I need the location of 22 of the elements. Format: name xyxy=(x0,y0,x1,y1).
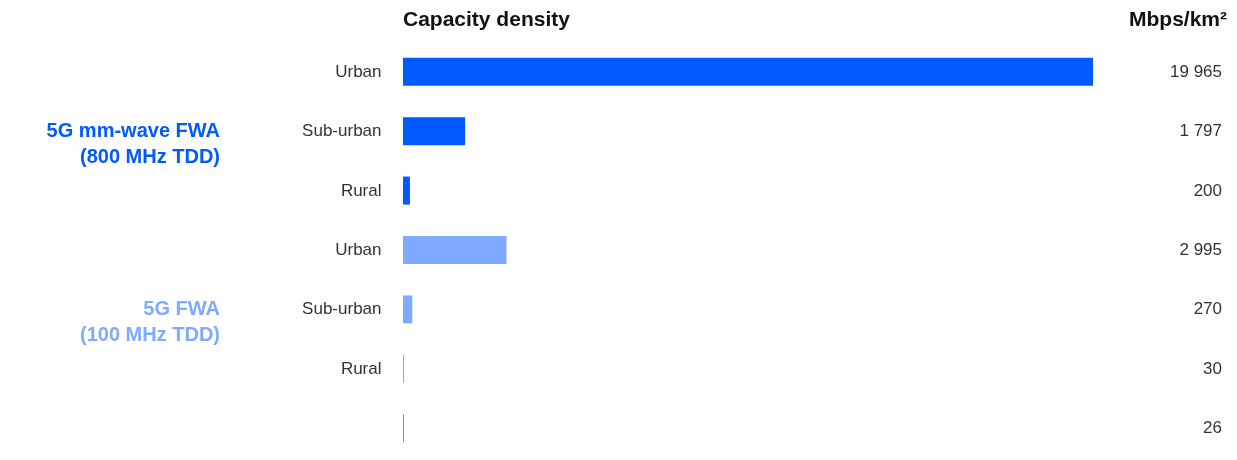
data-label: 1 797 xyxy=(1179,121,1222,141)
bar xyxy=(403,236,507,264)
text: 5G FWA (100 MHz TDD) xyxy=(79,297,220,346)
data-label: 26 xyxy=(1203,418,1222,438)
chart-title: Capacity density xyxy=(403,7,571,30)
data-label: 2 995 xyxy=(1179,240,1222,259)
data-label: 200 xyxy=(1193,180,1222,200)
bar xyxy=(403,176,410,205)
x-axis-title: Mbps/km² xyxy=(1128,7,1227,30)
data-label: 30 xyxy=(1203,358,1222,378)
y-tick-label: Sub-urban xyxy=(302,121,382,141)
bar xyxy=(403,117,466,146)
y-tick-label: Urban xyxy=(335,61,382,81)
text: 5G mm-wave FWA (800 MHz TDD) xyxy=(46,119,220,168)
y-tick-label: Rural xyxy=(340,180,382,200)
bar xyxy=(403,57,1093,86)
data-label: 19 965 xyxy=(1170,61,1222,81)
data-label: 270 xyxy=(1193,299,1222,319)
y-tick-label: Rural xyxy=(340,358,382,378)
bar xyxy=(403,295,413,324)
y-tick-label: Urban xyxy=(335,240,382,259)
y-tick-label: Sub-urban xyxy=(302,299,382,319)
